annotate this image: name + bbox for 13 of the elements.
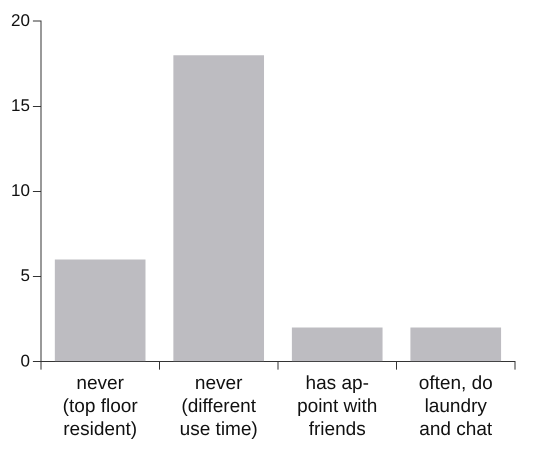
y-tick-label: 0 <box>20 351 30 370</box>
x-tick-label: has ap- point with friends <box>297 373 378 440</box>
y-tick-label: 10 <box>10 181 30 200</box>
bar <box>173 55 264 362</box>
bar <box>410 328 502 362</box>
y-tick-label: 15 <box>10 96 30 115</box>
y-tick-label: 5 <box>20 266 30 286</box>
x-tick-label: often, do laundry and chat <box>418 373 493 440</box>
x-tick-label: never (different use time) <box>180 373 258 440</box>
bar <box>292 328 383 362</box>
y-tick-label: 20 <box>10 10 30 30</box>
x-tick-label: never (top floor resident) <box>62 373 138 440</box>
bar <box>54 259 146 362</box>
